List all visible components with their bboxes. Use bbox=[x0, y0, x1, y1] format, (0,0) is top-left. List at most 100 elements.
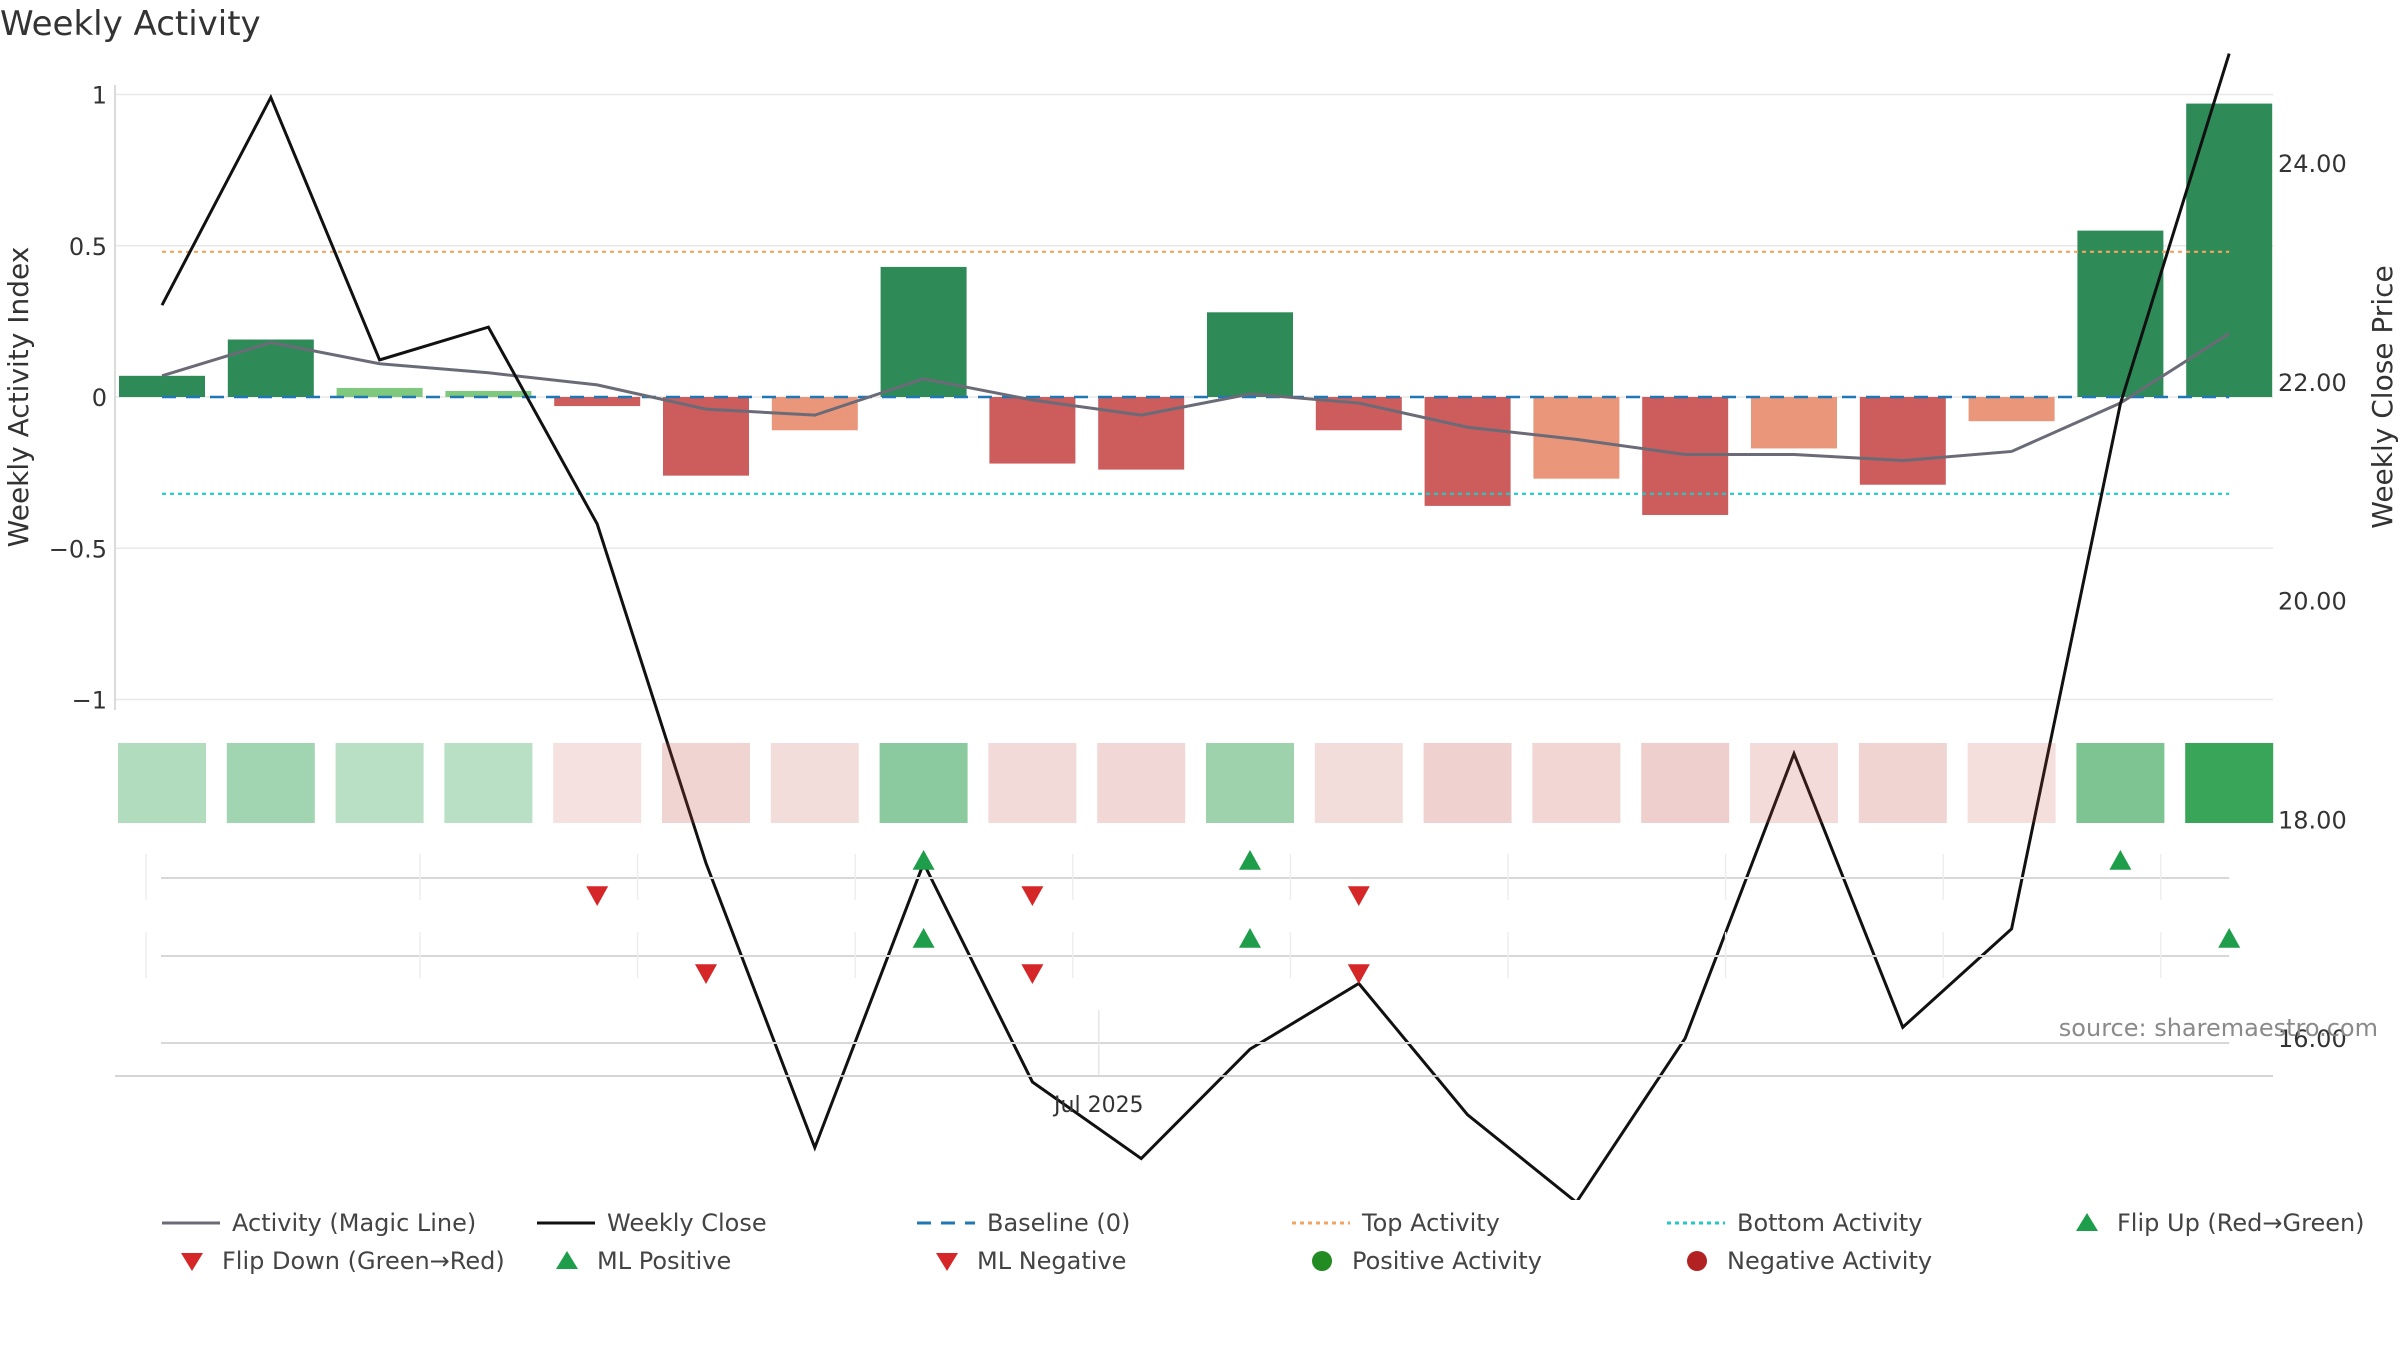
flip-up-marker bbox=[912, 850, 935, 870]
flip-up-marker bbox=[1239, 928, 1261, 948]
right-tick-label: 16.00 bbox=[2278, 1025, 2347, 1053]
weekly-activity-chart: 10.50−0.5−124.0022.0020.0018.0016.0014.0… bbox=[2, 53, 2399, 1200]
activity-bar bbox=[989, 397, 1076, 464]
legend-item: Weekly Close bbox=[535, 1206, 767, 1240]
activity-bar bbox=[2077, 230, 2164, 397]
legend-down-triangle bbox=[936, 1253, 958, 1271]
magic-line bbox=[161, 332, 2231, 463]
legend-label: Flip Up (Red→Green) bbox=[2117, 1209, 2365, 1237]
legend-up-triangle bbox=[556, 1251, 578, 1269]
legend-swatch bbox=[556, 1251, 578, 1269]
flip-down-marker bbox=[1347, 886, 1370, 906]
heat-strip-cell bbox=[1097, 743, 1186, 823]
heat-strip-cell bbox=[770, 743, 859, 823]
legend-item: Flip Up (Red→Green) bbox=[2067, 1206, 2365, 1240]
flip-down-marker bbox=[695, 964, 717, 984]
heat-strip-cell bbox=[879, 743, 968, 823]
heat-strip-cell bbox=[335, 743, 424, 823]
flip-down-marker bbox=[1021, 964, 1044, 984]
source-note: source: sharemaestro.com bbox=[2058, 1014, 2378, 1042]
legend-label: Top Activity bbox=[1362, 1209, 1500, 1237]
heat-strip-cell bbox=[662, 743, 750, 823]
y-axis-label-right: Weekly Close Price bbox=[2366, 265, 2399, 528]
flip-up-marker bbox=[2218, 928, 2241, 948]
legend-dot-sample bbox=[1312, 1251, 1332, 1271]
legend-swatch bbox=[1687, 1251, 1707, 1271]
activity-bar bbox=[1642, 397, 1729, 515]
heat-strip-cell bbox=[1967, 743, 2056, 823]
left-tick-label: −0.5 bbox=[49, 535, 107, 563]
heat-strip-cell bbox=[2076, 743, 2165, 823]
heat-strip-cell bbox=[1314, 743, 1403, 823]
legend-label: Baseline (0) bbox=[987, 1209, 1131, 1237]
legend-swatch bbox=[1292, 1221, 1350, 1225]
right-tick-label: 24.00 bbox=[2278, 150, 2347, 178]
activity-bar bbox=[1207, 312, 1293, 397]
right-tick-label: 20.00 bbox=[2278, 588, 2347, 616]
activity-bar bbox=[119, 375, 205, 397]
legend-swatch bbox=[162, 1221, 220, 1225]
legend-swatch bbox=[1312, 1251, 1332, 1271]
flip-up-marker bbox=[912, 928, 935, 948]
heat-strip-cell bbox=[2185, 743, 2274, 823]
legend-label: ML Negative bbox=[977, 1247, 1127, 1275]
legend-item: Baseline (0) bbox=[915, 1206, 1130, 1240]
left-tick-label: −1 bbox=[72, 687, 107, 715]
legend-label: Flip Down (Green→Red) bbox=[222, 1247, 505, 1275]
flip-up-marker bbox=[1239, 850, 1261, 870]
weekly-close-line bbox=[160, 53, 2231, 1200]
right-tick-label: 18.00 bbox=[2278, 806, 2347, 834]
activity-bar bbox=[445, 390, 532, 397]
y-axis-label-left: Weekly Activity Index bbox=[2, 247, 35, 548]
legend-swatch bbox=[537, 1221, 595, 1225]
heat-strip-cell bbox=[1641, 743, 1730, 823]
legend-label: Weekly Close bbox=[607, 1209, 767, 1237]
legend-down-triangle bbox=[181, 1253, 203, 1271]
flip-down-marker bbox=[586, 886, 609, 906]
activity-bar bbox=[1859, 397, 1946, 485]
heat-strip-cell bbox=[444, 743, 533, 823]
activity-bar bbox=[2186, 103, 2273, 397]
heat-strip-cell bbox=[1423, 743, 1512, 823]
heat-strip-cell bbox=[1750, 743, 1838, 823]
legend-item: Negative Activity bbox=[1677, 1244, 1932, 1278]
legend-up-triangle bbox=[2076, 1213, 2098, 1231]
legend-dot-sample bbox=[1687, 1251, 1707, 1271]
heat-strip-cell bbox=[226, 743, 315, 823]
legend-label: ML Positive bbox=[597, 1247, 732, 1275]
heat-strip-cell bbox=[1858, 743, 1947, 823]
legend-label: Activity (Magic Line) bbox=[232, 1209, 477, 1237]
legend-label: Negative Activity bbox=[1727, 1247, 1933, 1275]
legend-item: Bottom Activity bbox=[1665, 1206, 1922, 1240]
heat-strip-cell bbox=[1532, 743, 1621, 823]
heat-strip-cell bbox=[988, 743, 1077, 823]
right-tick-label: 22.00 bbox=[2278, 369, 2347, 397]
legend-item: Top Activity bbox=[1290, 1206, 1500, 1240]
flip-down-marker bbox=[1021, 886, 1044, 906]
heat-strip-cell bbox=[118, 743, 206, 823]
heat-strip-cell bbox=[553, 743, 642, 823]
legend-swatch bbox=[1667, 1221, 1725, 1225]
activity-bar bbox=[880, 266, 967, 397]
legend-item: ML Positive bbox=[547, 1244, 731, 1278]
legend-swatch bbox=[936, 1253, 958, 1271]
chart-title: Weekly Activity bbox=[0, 4, 261, 44]
activity-bar bbox=[1533, 397, 1620, 479]
legend-swatch bbox=[917, 1221, 975, 1225]
activity-bar bbox=[1751, 397, 1837, 449]
activity-bar bbox=[1968, 397, 2055, 422]
left-tick-label: 0 bbox=[92, 384, 107, 412]
legend-item: Activity (Magic Line) bbox=[160, 1206, 476, 1240]
x-tick-label: Jul 2025 bbox=[1052, 1093, 1144, 1118]
left-tick-label: 1 bbox=[92, 82, 107, 110]
legend-label: Bottom Activity bbox=[1737, 1209, 1923, 1237]
heat-strip-cell bbox=[1206, 743, 1294, 823]
legend-item: Positive Activity bbox=[1302, 1244, 1542, 1278]
legend-label: Positive Activity bbox=[1352, 1247, 1542, 1275]
legend-item: ML Negative bbox=[927, 1244, 1126, 1278]
legend-swatch bbox=[181, 1253, 203, 1271]
activity-bar bbox=[554, 397, 641, 407]
left-tick-label: 0.5 bbox=[69, 233, 107, 261]
activity-bar bbox=[1424, 397, 1511, 506]
flip-down-marker bbox=[1347, 964, 1370, 984]
